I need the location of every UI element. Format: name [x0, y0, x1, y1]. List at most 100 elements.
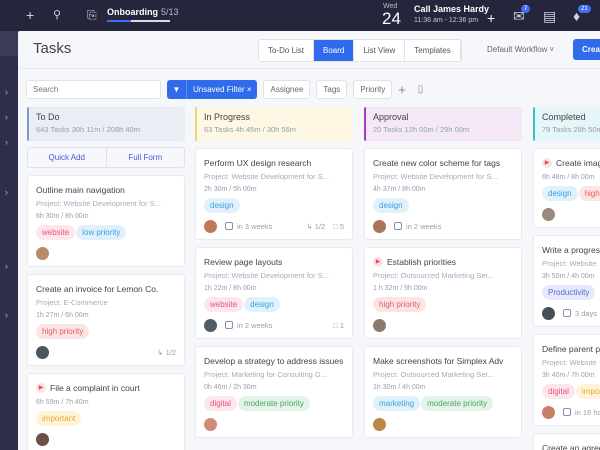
tag[interactable]: digital: [542, 384, 575, 399]
column-title: Completed: [542, 112, 586, 122]
tab-board[interactable]: Board: [314, 40, 355, 61]
task-title[interactable]: Create images: [556, 158, 600, 168]
add-event-icon[interactable]: +: [487, 10, 496, 26]
task-title[interactable]: Create an agreement: [542, 443, 600, 450]
avatar[interactable]: [373, 219, 386, 233]
tag[interactable]: moderate priority: [237, 396, 310, 411]
avatar[interactable]: [36, 246, 49, 260]
filter-bar: ▼ Unsaved Filter × Assignee Tags Priorit…: [26, 80, 423, 99]
task-title[interactable]: Create an invoice for Lemon Co.: [36, 284, 159, 294]
tag[interactable]: Productivity: [542, 285, 596, 300]
assignee-filter[interactable]: Assignee: [263, 80, 311, 99]
task-title[interactable]: Define parent page: [542, 344, 600, 354]
avatar[interactable]: [204, 417, 217, 431]
task-card[interactable]: Outline main navigation Project: Website …: [27, 175, 185, 267]
close-icon[interactable]: ×: [246, 85, 252, 94]
tag[interactable]: moderate priority: [421, 396, 494, 411]
chevron-right-icon[interactable]: ›: [5, 310, 8, 320]
tag[interactable]: high priority: [36, 324, 90, 339]
onboarding-icon[interactable]: ⎘: [87, 8, 97, 22]
tab-to-do-list[interactable]: To-Do List: [259, 40, 315, 61]
task-card[interactable]: Create an invoice for Lemon Co. Project: …: [27, 274, 185, 366]
tab-list-view[interactable]: List View: [354, 40, 406, 61]
tag[interactable]: important: [36, 411, 82, 426]
unsaved-filter[interactable]: ▼ Unsaved Filter ×: [167, 80, 258, 99]
avatar[interactable]: [204, 318, 217, 332]
tag[interactable]: design: [373, 198, 409, 213]
task-card[interactable]: ▶ Establish priorities Project: Outsourced…: [364, 247, 522, 339]
chevron-right-icon[interactable]: ›: [5, 112, 8, 122]
task-title[interactable]: Create new color scheme for tags: [373, 158, 501, 168]
tag[interactable]: high priority: [578, 186, 600, 201]
avatar[interactable]: [542, 306, 555, 320]
task-title[interactable]: Review page layouts: [204, 257, 283, 267]
quick-add-button[interactable]: Quick Add: [28, 148, 107, 167]
workflow-select[interactable]: Default Workflow ˅: [487, 45, 555, 54]
task-title[interactable]: Write a progress report: [542, 245, 600, 255]
page-title: Tasks: [33, 40, 72, 57]
task-card[interactable]: ▶ Create images 6h 48m / 8h 00m designhigh …: [533, 148, 600, 228]
bookmark-icon[interactable]: ▯: [417, 84, 424, 95]
task-card[interactable]: Make screenshots for Simplex Adv Project:…: [364, 346, 522, 438]
task-title[interactable]: File a complaint in court: [50, 383, 140, 393]
task-time: 6h 59m / 7h 40m: [36, 399, 89, 406]
avatar[interactable]: [204, 219, 217, 233]
tag[interactable]: important: [575, 384, 600, 399]
tag[interactable]: marketing: [373, 396, 421, 411]
chevron-right-icon[interactable]: ›: [5, 187, 8, 197]
task-title[interactable]: Develop a strategy to address issues: [204, 356, 344, 366]
tag[interactable]: website: [36, 225, 76, 240]
priority-filter[interactable]: Priority: [353, 80, 393, 99]
avatar[interactable]: [373, 417, 386, 431]
avatar[interactable]: [36, 432, 49, 446]
bell-icon[interactable]: ♦: [573, 8, 581, 24]
event-title[interactable]: Call James Hardy: [414, 4, 490, 14]
view-switcher: To-Do List Board List View Templates: [258, 39, 462, 62]
tag[interactable]: website: [204, 297, 244, 312]
task-time: 2h 30m / 5h 00m: [204, 186, 257, 193]
column-title: To Do: [36, 112, 60, 122]
task-time: 4h 37m / 8h 00m: [373, 186, 426, 193]
chevron-right-icon[interactable]: ›: [5, 137, 8, 147]
task-title[interactable]: Outline main navigation: [36, 185, 125, 195]
tag[interactable]: low priority: [76, 225, 127, 240]
task-card[interactable]: Create an agreement: [533, 433, 600, 450]
tag[interactable]: high priority: [373, 297, 427, 312]
tag[interactable]: digital: [204, 396, 237, 411]
avatar[interactable]: [542, 207, 555, 221]
task-title[interactable]: Establish priorities: [387, 257, 456, 267]
search-icon[interactable]: ⚲: [53, 9, 62, 21]
search-input[interactable]: [26, 80, 161, 99]
onboarding-link[interactable]: Onboarding 5/13: [107, 7, 179, 17]
chevron-right-icon[interactable]: ›: [5, 261, 8, 271]
inbox-icon[interactable]: ✉: [513, 8, 525, 24]
calendar-weekday: Wed: [383, 3, 398, 10]
tab-templates[interactable]: Templates: [405, 40, 461, 61]
task-card[interactable]: Create new color scheme for tags Project:…: [364, 148, 522, 240]
due-date: in 2 weeks: [237, 320, 273, 330]
tag[interactable]: design: [204, 198, 240, 213]
task-card[interactable]: Define parent page Project: Website 3h 40m…: [533, 334, 600, 426]
task-card[interactable]: Write a progress report Project: Website 3…: [533, 235, 600, 327]
task-title[interactable]: Make screenshots for Simplex Adv: [373, 356, 504, 366]
tag[interactable]: design: [542, 186, 578, 201]
add-filter-icon[interactable]: +: [398, 82, 406, 97]
plus-icon[interactable]: +: [26, 7, 35, 23]
avatar[interactable]: [36, 345, 49, 359]
notes-icon[interactable]: ▤: [543, 8, 557, 24]
priority-flag-icon: ▶: [36, 383, 46, 393]
avatar[interactable]: [373, 318, 386, 332]
avatar[interactable]: [542, 405, 555, 419]
full-form-button[interactable]: Full Form: [128, 153, 163, 162]
event-time: 11:36 am - 12:36 pm: [414, 17, 479, 24]
subtasks: ↳ 1/2: [157, 347, 176, 357]
create-button[interactable]: Create: [573, 39, 600, 60]
tags-filter[interactable]: Tags: [316, 80, 348, 99]
chevron-right-icon[interactable]: ›: [5, 87, 8, 97]
task-title[interactable]: Perform UX design research: [204, 158, 312, 168]
task-card[interactable]: Develop a strategy to address issues Proj…: [195, 346, 353, 438]
task-card[interactable]: Perform UX design research Project: Websi…: [195, 148, 353, 240]
tag[interactable]: design: [244, 297, 280, 312]
task-card[interactable]: ▶ File a complaint in court 6h 59m / 7h 40…: [27, 373, 185, 450]
task-card[interactable]: Review page layouts Project: Website Deve…: [195, 247, 353, 339]
